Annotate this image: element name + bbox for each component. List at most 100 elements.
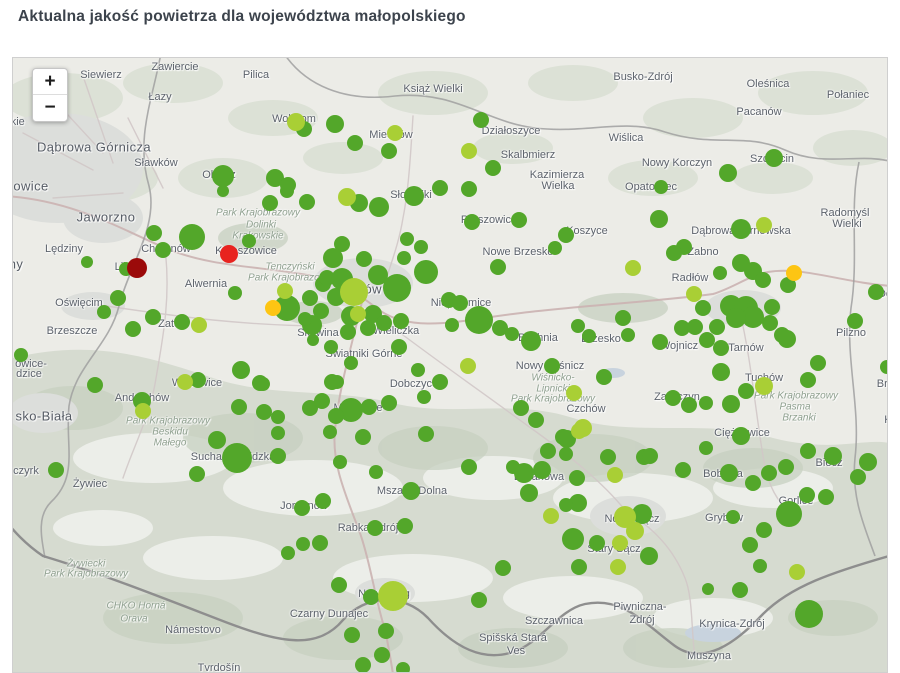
air-quality-marker[interactable] xyxy=(324,374,340,390)
air-quality-marker[interactable] xyxy=(473,112,489,128)
air-quality-marker[interactable] xyxy=(559,498,573,512)
air-quality-marker[interactable] xyxy=(559,447,573,461)
air-quality-marker[interactable] xyxy=(880,360,887,374)
air-quality-marker[interactable] xyxy=(675,462,691,478)
air-quality-marker[interactable] xyxy=(445,318,459,332)
air-quality-marker[interactable] xyxy=(417,390,431,404)
air-quality-marker[interactable] xyxy=(687,319,703,335)
air-quality-marker[interactable] xyxy=(719,164,737,182)
air-quality-marker[interactable] xyxy=(324,340,338,354)
air-quality-marker[interactable] xyxy=(699,332,715,348)
air-quality-marker[interactable] xyxy=(674,320,690,336)
air-quality-marker[interactable] xyxy=(640,547,658,565)
air-quality-marker[interactable] xyxy=(764,299,780,315)
air-quality-marker[interactable] xyxy=(722,395,740,413)
air-quality-marker[interactable] xyxy=(432,180,448,196)
air-quality-marker[interactable] xyxy=(280,177,296,193)
air-quality-marker[interactable] xyxy=(761,465,777,481)
air-quality-marker[interactable] xyxy=(778,330,796,348)
air-quality-marker[interactable] xyxy=(513,400,529,416)
air-quality-marker[interactable] xyxy=(492,320,508,336)
air-quality-marker[interactable] xyxy=(776,501,802,527)
air-quality-marker[interactable] xyxy=(217,185,229,197)
air-quality-marker[interactable] xyxy=(135,403,151,419)
air-quality-marker[interactable] xyxy=(328,408,344,424)
air-quality-marker[interactable] xyxy=(314,393,330,409)
air-quality-marker[interactable] xyxy=(726,510,740,524)
air-quality-marker[interactable] xyxy=(695,300,711,316)
zoom-in-button[interactable]: + xyxy=(33,69,67,95)
air-quality-marker[interactable] xyxy=(313,303,329,319)
air-quality-marker[interactable] xyxy=(331,577,347,593)
air-quality-marker[interactable] xyxy=(190,372,206,388)
air-quality-marker[interactable] xyxy=(400,232,414,246)
air-quality-marker[interactable] xyxy=(786,265,802,281)
air-quality-marker[interactable] xyxy=(222,443,252,473)
air-quality-marker[interactable] xyxy=(323,248,343,268)
air-quality-marker[interactable] xyxy=(97,305,111,319)
air-quality-marker[interactable] xyxy=(571,559,587,575)
air-quality-marker[interactable] xyxy=(315,493,331,509)
air-quality-marker[interactable] xyxy=(520,484,538,502)
air-quality-marker[interactable] xyxy=(14,348,28,362)
air-quality-marker[interactable] xyxy=(323,425,337,439)
air-quality-marker[interactable] xyxy=(396,662,410,672)
air-quality-marker[interactable] xyxy=(174,314,190,330)
air-quality-marker[interactable] xyxy=(742,306,764,328)
air-quality-marker[interactable] xyxy=(296,537,310,551)
air-quality-marker[interactable] xyxy=(610,559,626,575)
air-quality-marker[interactable] xyxy=(471,592,487,608)
air-quality-marker[interactable] xyxy=(208,431,226,449)
air-quality-marker[interactable] xyxy=(755,377,773,395)
air-quality-marker[interactable] xyxy=(461,181,477,197)
air-quality-marker[interactable] xyxy=(566,385,582,401)
air-quality-marker[interactable] xyxy=(262,195,278,211)
air-quality-marker[interactable] xyxy=(632,504,652,524)
air-quality-marker[interactable] xyxy=(528,412,544,428)
air-quality-marker[interactable] xyxy=(465,306,493,334)
air-quality-marker[interactable] xyxy=(212,165,234,187)
air-quality-marker[interactable] xyxy=(460,358,476,374)
air-quality-marker[interactable] xyxy=(665,390,681,406)
air-quality-marker[interactable] xyxy=(294,500,310,516)
air-quality-marker[interactable] xyxy=(391,339,407,355)
air-quality-marker[interactable] xyxy=(464,214,480,230)
air-quality-marker[interactable] xyxy=(800,443,816,459)
air-quality-marker[interactable] xyxy=(731,219,751,239)
air-quality-marker[interactable] xyxy=(511,212,527,228)
air-quality-marker[interactable] xyxy=(378,623,394,639)
air-quality-marker[interactable] xyxy=(387,125,403,141)
air-quality-marker[interactable] xyxy=(681,397,697,413)
air-quality-marker[interactable] xyxy=(404,186,424,206)
air-quality-marker[interactable] xyxy=(589,535,605,551)
air-quality-marker[interactable] xyxy=(355,429,371,445)
air-quality-marker[interactable] xyxy=(414,240,428,254)
air-quality-marker[interactable] xyxy=(847,313,863,329)
air-quality-marker[interactable] xyxy=(650,210,668,228)
air-quality-marker[interactable] xyxy=(780,277,796,293)
air-quality-map[interactable]: Siewierz Zawiercie Łazy Pilica Książ Wielki B… xyxy=(12,57,888,673)
air-quality-marker[interactable] xyxy=(307,334,319,346)
air-quality-marker[interactable] xyxy=(411,363,425,377)
air-quality-marker[interactable] xyxy=(558,227,574,243)
air-quality-marker[interactable] xyxy=(540,443,556,459)
air-quality-marker[interactable] xyxy=(242,234,256,248)
air-quality-marker[interactable] xyxy=(800,372,816,388)
air-quality-marker[interactable] xyxy=(356,251,372,267)
air-quality-marker[interactable] xyxy=(742,537,758,553)
air-quality-marker[interactable] xyxy=(266,169,284,187)
air-quality-marker[interactable] xyxy=(369,465,383,479)
air-quality-marker[interactable] xyxy=(340,278,368,306)
air-quality-marker[interactable] xyxy=(745,475,761,491)
air-quality-marker[interactable] xyxy=(818,489,834,505)
air-quality-marker[interactable] xyxy=(326,115,344,133)
air-quality-marker[interactable] xyxy=(378,581,408,611)
air-quality-marker[interactable] xyxy=(615,310,631,326)
air-quality-marker[interactable] xyxy=(485,160,501,176)
air-quality-marker[interactable] xyxy=(702,583,714,595)
air-quality-marker[interactable] xyxy=(756,522,772,538)
air-quality-marker[interactable] xyxy=(756,217,772,233)
air-quality-marker[interactable] xyxy=(626,522,644,540)
air-quality-marker[interactable] xyxy=(432,374,448,390)
air-quality-marker[interactable] xyxy=(753,559,767,573)
